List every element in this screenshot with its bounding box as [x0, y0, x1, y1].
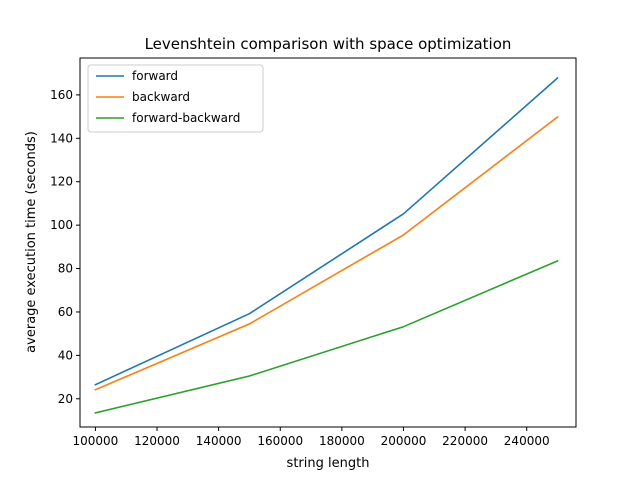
x-tick-label: 160000 — [257, 434, 303, 448]
y-tick-label: 140 — [50, 131, 73, 145]
y-axis-label: average execution time (seconds) — [24, 131, 39, 353]
x-tick-label: 200000 — [381, 434, 427, 448]
legend-label-backward: backward — [132, 90, 190, 104]
x-axis-ticks: 100000 120000 140000 160000 180000 200000 2200… — [72, 427, 550, 448]
x-tick-label: 220000 — [442, 434, 488, 448]
legend-box — [87, 64, 264, 133]
series-lines — [94, 76, 559, 414]
y-tick-label: 20 — [58, 392, 73, 406]
y-tick-label: 160 — [50, 88, 73, 102]
legend: forward backward forward-backward — [87, 64, 264, 133]
series-line-forward — [94, 76, 559, 386]
chart-title: Levenshtein comparison with space optimi… — [145, 35, 512, 53]
y-tick-label: 60 — [58, 305, 73, 319]
x-axis-label: string length — [287, 456, 370, 471]
x-tick-label: 240000 — [504, 434, 550, 448]
series-line-forward-backward — [94, 259, 559, 414]
series-line-backward — [94, 115, 559, 391]
x-tick-label: 140000 — [196, 434, 242, 448]
plot-frame — [79, 57, 577, 428]
legend-label-forward: forward — [132, 69, 178, 83]
y-tick-label: 80 — [58, 262, 73, 276]
legend-label-forward-backward: forward-backward — [132, 111, 240, 125]
y-axis-ticks: 20 40 60 80 100 120 140 160 — [50, 88, 80, 406]
y-tick-label: 100 — [50, 218, 73, 232]
x-tick-label: 100000 — [72, 434, 118, 448]
x-tick-label: 120000 — [134, 434, 180, 448]
y-tick-label: 120 — [50, 175, 73, 189]
x-tick-label: 180000 — [319, 434, 365, 448]
y-tick-label: 40 — [58, 348, 73, 362]
